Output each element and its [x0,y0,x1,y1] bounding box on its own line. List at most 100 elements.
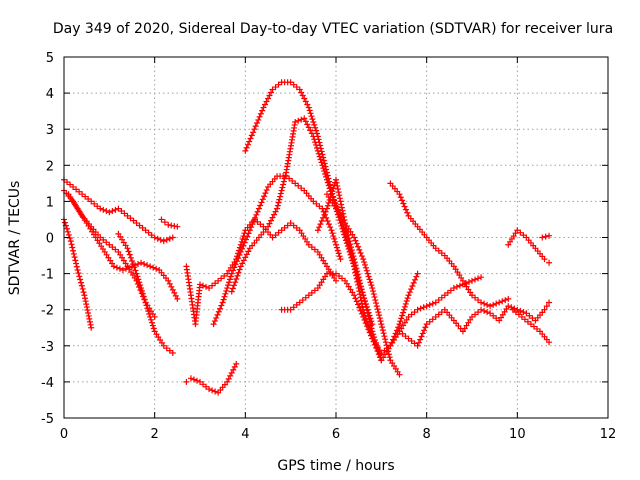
interpolated-points [249,237,260,249]
x-tick-label: 8 [423,427,431,442]
data-point [115,205,122,212]
data-point [539,234,546,241]
data-point [378,357,385,364]
interpolated-points [426,316,436,325]
data-point [414,342,421,349]
interpolated-points [472,294,482,304]
series-arc-16 [387,180,512,310]
interpolated-points [64,179,74,188]
data-point [106,241,113,248]
interpolated-points [82,295,94,328]
data-point [487,310,494,317]
interpolated-points [161,219,168,226]
interpolated-points [490,300,500,308]
interpolated-points [361,259,375,289]
interpolated-points [225,363,238,382]
data-point [70,183,77,190]
y-tick-label: 5 [46,51,54,66]
interpolated-points [453,320,464,332]
x-tick-label: 6 [332,427,340,442]
interpolated-points [117,233,129,249]
interpolated-points [145,229,155,239]
data-point [314,227,321,234]
data-point [405,292,412,299]
interpolated-points [539,331,550,343]
data-point [432,245,439,252]
interpolated-points [525,237,537,249]
data-point [160,238,167,245]
interpolated-points [163,235,173,243]
data-point [478,306,485,313]
interpolated-points [143,302,157,332]
interpolated-points [360,295,375,332]
data-point [133,220,140,227]
interpolated-points [351,259,366,296]
data-point [151,234,158,241]
data-point [160,342,167,349]
interpolated-points [218,273,228,282]
data-point [210,321,217,328]
interpolated-points [461,280,474,296]
interpolated-points [306,107,320,137]
data-point [478,274,485,281]
interpolated-points [244,219,256,231]
data-point [469,313,475,320]
data-point [251,126,258,133]
series-arc-5 [65,191,181,302]
data-point [414,270,421,277]
interpolated-points [209,387,219,395]
interpolated-points [481,300,491,308]
data-point [305,241,312,248]
series-arc-6 [115,230,176,357]
interpolated-points [472,309,482,318]
data-point [287,306,294,313]
data-point [396,191,403,198]
data-point [260,104,267,111]
interpolated-points [90,226,101,238]
interpolated-points [389,360,401,375]
interpolated-points [407,215,419,227]
data-point [97,205,104,212]
data-point [337,256,344,263]
interpolated-points [415,324,429,346]
data-point [124,212,131,219]
data-point [278,227,285,234]
interpolated-points [200,381,210,390]
interpolated-points [100,206,110,215]
data-point [342,227,349,234]
interpolated-points [311,136,325,166]
data-point [333,270,339,277]
interpolated-points [389,331,401,346]
interpolated-points [113,264,123,272]
series-arc-18 [509,306,553,346]
data-point [246,227,253,234]
data-point [287,79,294,86]
data-point [233,360,240,367]
interpolated-points [211,302,225,325]
interpolated-points [435,247,445,257]
data-point [333,277,339,284]
interpolated-points [158,269,169,282]
interpolated-points [266,208,279,227]
interpolated-points [303,190,315,202]
interpolated-points [61,219,73,242]
data-point [165,277,172,284]
data-point [509,306,516,313]
data-point [197,281,203,288]
interpolated-points [299,294,309,304]
interpolated-points [343,222,356,238]
interpolated-points [329,230,343,260]
y-tick-label: -1 [41,268,54,283]
data-point [487,303,494,310]
interpolated-points [397,295,411,325]
data-point [119,266,126,273]
data-point [187,375,194,382]
interpolated-points [453,282,463,290]
interpolated-points [248,208,261,231]
interpolated-points [371,338,383,354]
interpolated-points [281,306,291,313]
y-tick-label: 3 [46,123,54,138]
data-point [206,285,213,292]
interpolated-points [408,337,418,347]
interpolated-points [277,173,287,180]
